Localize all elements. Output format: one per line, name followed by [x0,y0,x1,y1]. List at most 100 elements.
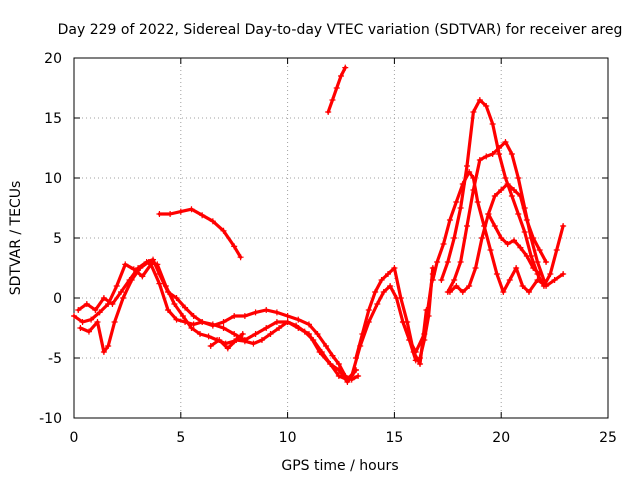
data-point [489,151,496,157]
data-point [209,321,216,328]
data-point [540,277,547,283]
data-point [284,313,291,319]
data-point [323,343,330,349]
data-point [171,301,178,307]
data-point [459,289,466,295]
data-point [417,361,424,367]
data-point [199,319,206,325]
data-point [425,313,432,319]
data-series [71,64,567,385]
data-point [239,331,246,337]
series-arc-10 [429,169,567,295]
data-point [444,259,451,265]
series-line [439,98,565,288]
data-point [164,307,171,313]
y-tick-label: 20 [44,51,62,67]
data-point [329,352,336,359]
data-point [237,254,244,261]
x-tick-label: 10 [279,430,297,446]
x-tick-label: 0 [70,430,79,446]
data-point [71,313,77,319]
data-point [139,273,146,280]
data-point [417,355,424,361]
series-line [350,272,435,378]
data-point [536,247,543,253]
data-point [464,163,471,169]
data-point [421,337,428,343]
data-point [199,212,206,219]
data-point [476,157,483,163]
series-arc-14 [485,211,543,277]
data-point [233,337,240,343]
data-point [117,289,124,295]
data-point [318,349,325,355]
data-point [502,175,509,181]
data-point [310,337,317,343]
series-line [157,207,243,259]
data-point [88,316,95,323]
data-point [540,283,547,289]
data-point [515,175,522,181]
data-point [267,331,274,337]
data-point [293,322,300,329]
data-point [504,181,511,187]
x-axis-label: GPS time / hours [281,458,398,474]
data-point [451,277,458,283]
series-line [209,320,358,384]
data-point [220,319,227,325]
data-point [504,241,511,247]
data-point [508,151,515,157]
data-point [491,223,498,229]
data-point [543,259,550,265]
data-point [434,259,441,265]
data-point [344,379,351,385]
data-point [100,349,107,355]
data-point [137,265,144,271]
data-point [335,367,342,373]
data-point [263,325,270,331]
data-point [523,253,530,259]
data-point [173,295,180,301]
y-tick-label: 5 [53,231,62,247]
series-arc-4 [207,319,359,385]
data-point [156,280,163,287]
x-tick-label: 5 [176,430,185,446]
data-point [85,328,92,335]
data-point [412,357,419,364]
data-point [406,337,413,343]
series-arc-6 [325,64,349,115]
data-point [491,193,498,199]
data-point [391,265,398,271]
data-point [333,85,340,91]
data-point [464,223,471,229]
data-point [335,361,342,367]
data-point [387,283,394,289]
data-point [521,229,528,235]
y-tick-label: 15 [44,111,62,127]
data-point [258,337,265,343]
data-point [250,340,257,347]
data-point [284,319,291,325]
series-arc-7 [348,271,436,379]
data-point [120,295,127,301]
data-point [241,338,248,345]
data-point [252,331,259,337]
data-point [167,211,174,217]
data-point [207,343,214,349]
data-point [496,151,503,157]
y-tick-label: 0 [53,291,62,307]
data-point [154,261,161,268]
data-point [399,319,406,325]
data-point [500,289,507,295]
data-point [374,301,381,307]
data-point [485,211,492,217]
data-point [498,187,505,193]
series-arc-5 [156,206,244,261]
data-point [451,235,458,241]
data-point [179,313,186,319]
data-point [525,289,532,295]
data-point [502,139,509,145]
data-point [109,301,116,307]
data-point [224,345,231,352]
series-line [448,182,548,294]
